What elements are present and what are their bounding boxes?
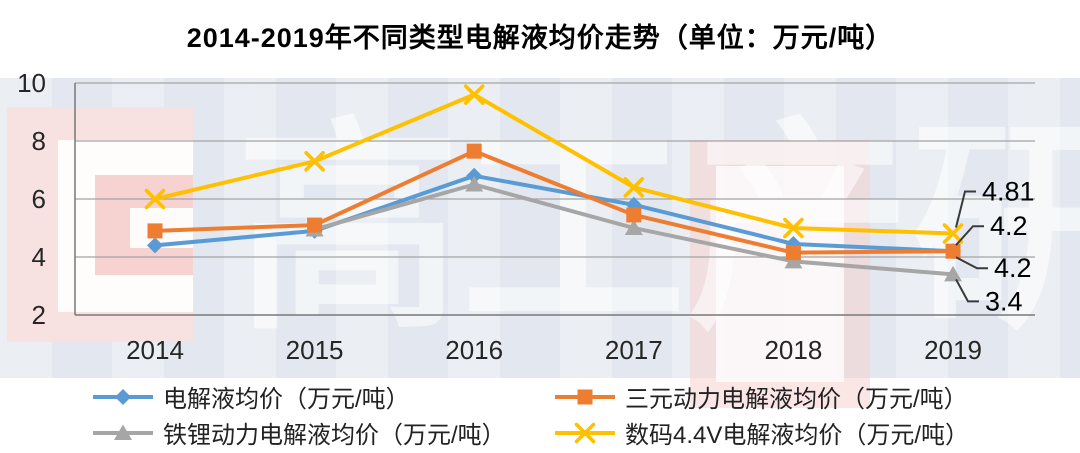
svg-text:6: 6 — [32, 184, 46, 214]
svg-text:2016: 2016 — [445, 335, 503, 365]
legend-item-0: 电解液均价（万元/吨） — [92, 380, 554, 413]
svg-text:2017: 2017 — [605, 335, 663, 365]
svg-text:2014: 2014 — [126, 335, 184, 365]
x-marker-swatch — [555, 422, 615, 443]
legend-item-1: 三元动力电解液均价（万元/吨） — [554, 380, 969, 413]
chart-title: 2014-2019年不同类型电解液均价走势（单位：万元/吨） — [186, 23, 894, 53]
svg-text:2019: 2019 — [924, 335, 982, 365]
watermark-band: 高工产研 — [0, 78, 1080, 408]
annotations: 4.814.24.23.4 — [955, 177, 1035, 316]
chart-legend: 电解液均价（万元/吨） 三元动力电解液均价（万元/吨） 铁锂动力电解液均价（万元/吨… — [92, 380, 969, 449]
y-axis-labels: 2 4 6 8 10 — [17, 68, 46, 330]
svg-text:2018: 2018 — [764, 335, 822, 365]
legend-item-2: 铁锂动力电解液均价（万元/吨） — [92, 416, 554, 449]
x-axis-labels: 2014 2015 2016 2017 2018 2019 — [126, 335, 982, 365]
watermark-text: 高工产研 — [236, 103, 1080, 355]
gridlines — [75, 82, 1035, 316]
legend-label-2: 铁锂动力电解液均价（万元/吨） — [163, 422, 506, 449]
data-label-0: 4.81 — [982, 177, 1035, 207]
data-label-2: 4.2 — [994, 253, 1032, 283]
svg-text:10: 10 — [17, 68, 46, 98]
data-label-1: 4.2 — [990, 211, 1028, 241]
diamond-marker-swatch — [93, 388, 153, 405]
triangle-marker-swatch — [93, 424, 153, 440]
logo2-ring-white — [716, 166, 844, 382]
legend-label-0: 电解液均价（万元/吨） — [163, 386, 410, 413]
series-3 — [144, 84, 964, 244]
svg-text:4: 4 — [32, 242, 46, 272]
svg-text:2015: 2015 — [286, 335, 344, 365]
svg-text:8: 8 — [32, 126, 46, 156]
data-label-3: 3.4 — [985, 286, 1023, 316]
axis-lines — [74, 83, 1035, 316]
square-marker-swatch — [555, 389, 615, 404]
legend-label-1: 三元动力电解液均价（万元/吨） — [625, 386, 968, 413]
series-lines — [144, 84, 964, 282]
legend-label-3: 数码4.4V电解液均价（万元/吨） — [625, 422, 970, 449]
legend-item-3: 数码4.4V电解液均价（万元/吨） — [554, 416, 969, 449]
series-1 — [147, 143, 961, 261]
svg-text:2: 2 — [32, 300, 46, 330]
